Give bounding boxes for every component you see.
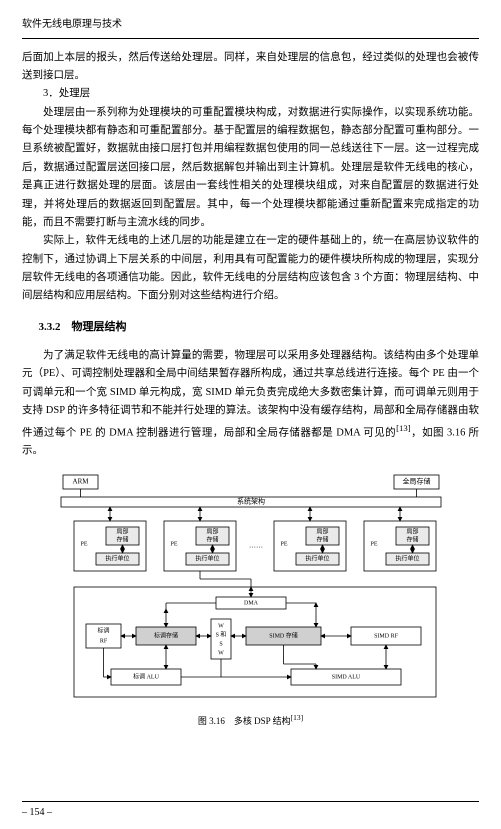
local-store-label: 存储 [406, 535, 418, 543]
scalar-rf-label2: RF [99, 638, 107, 644]
exec-unit-label: 执行单位 [105, 554, 129, 562]
simd-alu-label: SIMD ALU [331, 674, 360, 680]
local-store-label: 局部 [206, 527, 218, 535]
figure-caption-text: 图 3.16 多核 DSP 结构 [198, 716, 291, 726]
local-store-label: 存储 [206, 535, 218, 543]
ws-label: W [218, 650, 224, 656]
paragraph: 实际上，软件无线电的上述几层的功能是建立在一定的硬件基础上的，统一在高层协议软件… [22, 232, 479, 306]
dots-label: …… [249, 541, 263, 549]
figure-caption-ref: [13] [291, 713, 304, 722]
book-header: 软件无线电原理与技术 [22, 16, 479, 34]
paragraph-subhead: 3．处理层 [22, 85, 479, 103]
paragraph: 为了满足软件无线电的高计算量的需要，物理层可以采用多处理器结构。该结构由多个处理… [22, 347, 479, 461]
local-store-label: 存储 [116, 535, 128, 543]
citation-ref: [13] [396, 423, 411, 433]
pe-label: PE [170, 541, 177, 547]
simd-mem-label: SIMD 存储 [269, 631, 298, 639]
pe-label: PE [80, 541, 87, 547]
simd-rf-label: SIMD RF [374, 633, 399, 639]
paragraph: 后面加上本层的报头，然后传送给处理层。同样，来自处理层的信息包，经过类似的处理也… [22, 49, 479, 86]
page-number: – 154 – [22, 807, 52, 818]
dma-label: DMA [243, 600, 258, 606]
figure-diagram: 系统架构 ARM 全局存储 PE 局部 存储 执行单位 PE 局部 存储 执行单… [56, 469, 446, 709]
page-footer: – 154 – [22, 801, 479, 822]
section-title: 3.3.2 物理层结构 [39, 318, 480, 337]
local-store-label: 局部 [316, 527, 328, 535]
local-store-label: 局部 [116, 527, 128, 535]
exec-unit-label: 执行单位 [395, 554, 419, 562]
exec-unit-label: 执行单位 [195, 554, 219, 562]
ws-label: W [218, 623, 224, 629]
header-rule [22, 38, 479, 39]
local-store-label: 局部 [406, 527, 418, 535]
global-store-label: 全局存储 [402, 476, 430, 485]
scalar-mem-label: 标调存储 [153, 631, 177, 639]
ws-label: S [219, 641, 222, 647]
paragraph: 处理层由一系列称为处理模块的可重配置模块构成，对数据进行实际操作，以实现系统功能… [22, 104, 479, 233]
local-store-label: 存储 [316, 535, 328, 543]
scalar-rf-label: 标调 [97, 626, 109, 634]
pe-label: PE [370, 541, 377, 547]
pe-label: PE [280, 541, 287, 547]
bus-label: 系统架构 [237, 496, 265, 505]
scalar-alu-label: 标调 ALU [133, 672, 159, 680]
exec-unit-label: 执行单位 [305, 554, 329, 562]
figure-caption: 图 3.16 多核 DSP 结构[13] [22, 711, 479, 730]
ws-label: S 和 [215, 630, 226, 638]
arm-label: ARM [72, 477, 89, 485]
